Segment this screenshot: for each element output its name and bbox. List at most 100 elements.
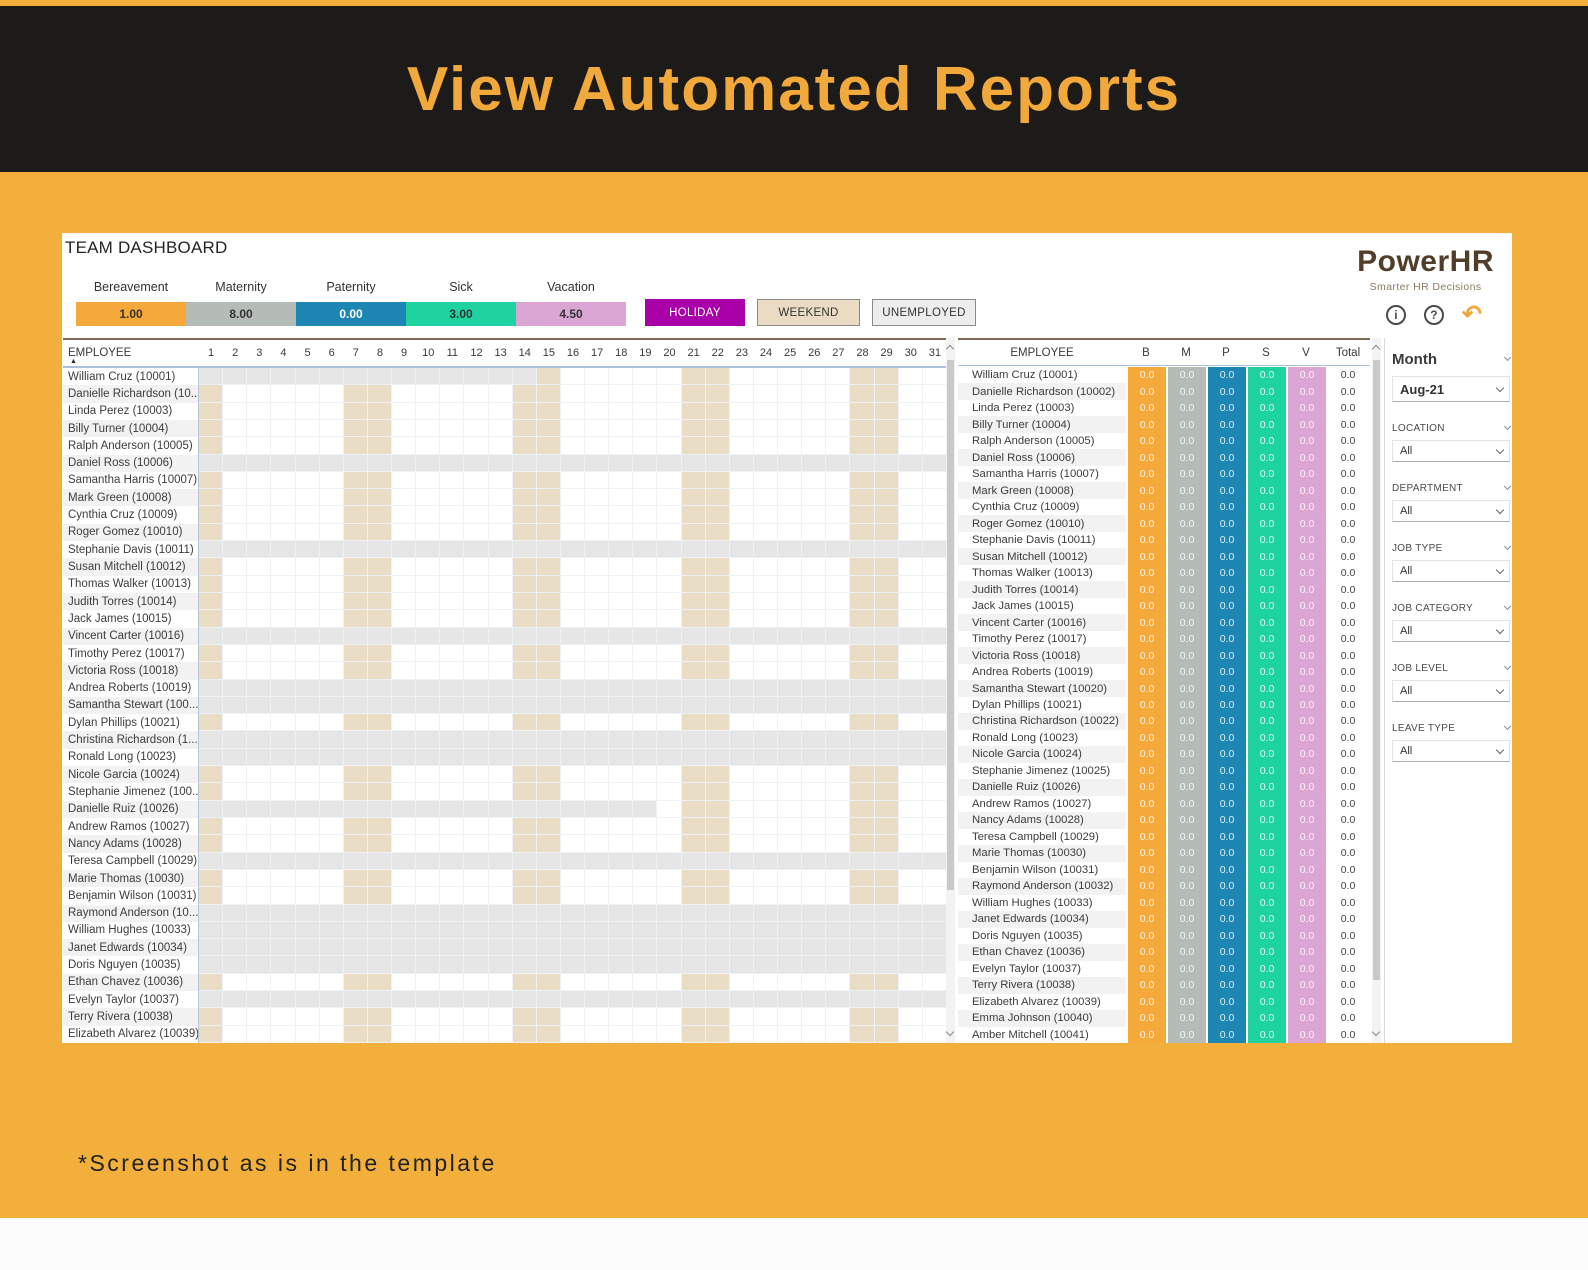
employee-name[interactable]: Nancy Adams (10028) [63, 835, 199, 853]
day-cell[interactable] [778, 696, 803, 715]
day-cell[interactable] [609, 991, 634, 1009]
day-cell[interactable] [681, 852, 706, 870]
day-cell[interactable] [802, 506, 827, 524]
employee-name[interactable]: Ralph Anderson (10005) [972, 435, 1095, 448]
day-cell[interactable] [633, 973, 658, 992]
day-cell[interactable] [295, 887, 320, 905]
day-cell[interactable] [512, 419, 537, 438]
day-cell[interactable] [874, 644, 899, 663]
day-cell[interactable] [778, 887, 803, 905]
day-cell[interactable] [295, 662, 320, 680]
leave-value-cell[interactable]: 0.0 [1246, 531, 1286, 549]
day-cell[interactable] [681, 766, 706, 784]
day-cell[interactable] [681, 887, 706, 905]
day-cell[interactable] [753, 419, 779, 438]
day-cell[interactable] [464, 662, 489, 680]
day-cell[interactable] [633, 506, 658, 524]
leave-value-cell[interactable]: 0.0 [1286, 663, 1326, 681]
day-cell[interactable] [199, 852, 224, 870]
day-cell[interactable] [705, 402, 730, 420]
day-cell[interactable] [705, 1008, 730, 1026]
employee-name[interactable]: Samantha Harris (10007) [63, 471, 199, 490]
day-cell[interactable] [898, 991, 923, 1009]
day-cell[interactable] [609, 402, 634, 420]
day-cell[interactable] [922, 817, 947, 836]
day-cell[interactable] [199, 991, 224, 1009]
day-header-8[interactable]: 8 [376, 347, 384, 359]
day-cell[interactable] [271, 506, 296, 524]
day-cell[interactable] [392, 575, 417, 593]
leave-value-cell[interactable]: 0.0 [1286, 680, 1326, 697]
day-cell[interactable] [464, 644, 489, 663]
leave-value-cell[interactable]: 0.0 [1126, 762, 1166, 780]
total-value-cell[interactable]: 0.0 [1340, 600, 1356, 613]
employee-name[interactable]: Terry Rivera (10038) [958, 977, 1126, 994]
day-cell[interactable] [560, 610, 586, 628]
day-cell[interactable] [681, 904, 706, 922]
leave-value-cell[interactable]: 0.0 [1126, 663, 1166, 681]
day-cell[interactable] [826, 627, 851, 645]
leave-value-cell[interactable]: 0.0 [1286, 861, 1326, 879]
day-cell[interactable] [199, 592, 224, 611]
day-cell[interactable] [488, 852, 513, 870]
day-cell[interactable] [247, 385, 272, 403]
day-cell[interactable] [753, 766, 779, 784]
day-cell[interactable] [343, 817, 368, 836]
day-cell[interactable] [295, 852, 320, 870]
day-cell[interactable] [295, 904, 320, 922]
day-cell[interactable] [681, 1008, 706, 1026]
total-value-cell[interactable]: 0.0 [1340, 550, 1356, 563]
day-cell[interactable] [560, 748, 586, 767]
leave-value-cell[interactable]: 0.0 [1206, 894, 1246, 912]
leave-value-cell[interactable]: 0.0 [1166, 399, 1206, 417]
scrollbar-thumb[interactable] [947, 360, 954, 890]
day-cell[interactable] [512, 800, 537, 818]
day-cell[interactable] [536, 696, 561, 715]
leave-value-cell[interactable]: 0.0 [1206, 498, 1246, 516]
day-cell[interactable] [753, 662, 779, 680]
employee-name[interactable]: Mark Green (10008) [958, 482, 1126, 499]
leave-value-cell[interactable]: 0.0 [1126, 944, 1166, 961]
day-cell[interactable] [464, 817, 489, 836]
day-cell[interactable] [392, 956, 417, 974]
day-cell[interactable] [898, 766, 923, 784]
day-cell[interactable] [560, 1025, 586, 1043]
day-cell[interactable] [560, 783, 586, 801]
day-cell[interactable] [440, 852, 465, 870]
day-cell[interactable] [536, 748, 561, 767]
day-cell[interactable] [343, 627, 368, 645]
day-cell[interactable] [874, 506, 899, 524]
day-cell[interactable] [850, 454, 875, 472]
day-header-20[interactable]: 20 [663, 347, 676, 359]
day-cell[interactable] [416, 402, 441, 420]
day-cell[interactable] [223, 869, 248, 888]
day-cell[interactable] [633, 731, 658, 749]
day-cell[interactable] [657, 991, 682, 1009]
day-cell[interactable] [464, 991, 489, 1009]
employee-name[interactable]: Timothy Perez (10017) [63, 644, 199, 663]
employee-name[interactable]: Andrea Roberts (10019) [63, 679, 199, 697]
day-cell[interactable] [488, 731, 513, 749]
employee-name[interactable]: Thomas Walker (10013) [972, 567, 1093, 580]
day-cell[interactable] [512, 835, 537, 853]
leave-value-cell[interactable]: 0.0 [1286, 449, 1326, 466]
total-value-cell[interactable]: 0.0 [1340, 666, 1356, 679]
day-cell[interactable] [247, 869, 272, 888]
day-cell[interactable] [874, 592, 899, 611]
day-cell[interactable] [392, 973, 417, 992]
day-cell[interactable] [826, 766, 851, 784]
leave-value-cell[interactable]: 0.0 [1206, 861, 1246, 879]
leave-value-cell[interactable]: 0.0 [1286, 977, 1326, 994]
day-cell[interactable] [705, 385, 730, 403]
day-cell[interactable] [560, 558, 586, 576]
employee-name[interactable]: Ethan Chavez (10036) [63, 973, 199, 992]
day-cell[interactable] [392, 627, 417, 645]
leave-value-cell[interactable]: 0.0 [1206, 630, 1246, 648]
day-cell[interactable] [319, 662, 344, 680]
day-cell[interactable] [440, 662, 465, 680]
month-filter-dropdown[interactable]: Aug-21 [1392, 376, 1510, 402]
day-cell[interactable] [753, 644, 779, 663]
leave-value-cell[interactable]: 0.0 [1246, 1010, 1286, 1027]
leave-value-cell[interactable]: 0.0 [1206, 944, 1246, 961]
day-cell[interactable] [729, 437, 754, 455]
